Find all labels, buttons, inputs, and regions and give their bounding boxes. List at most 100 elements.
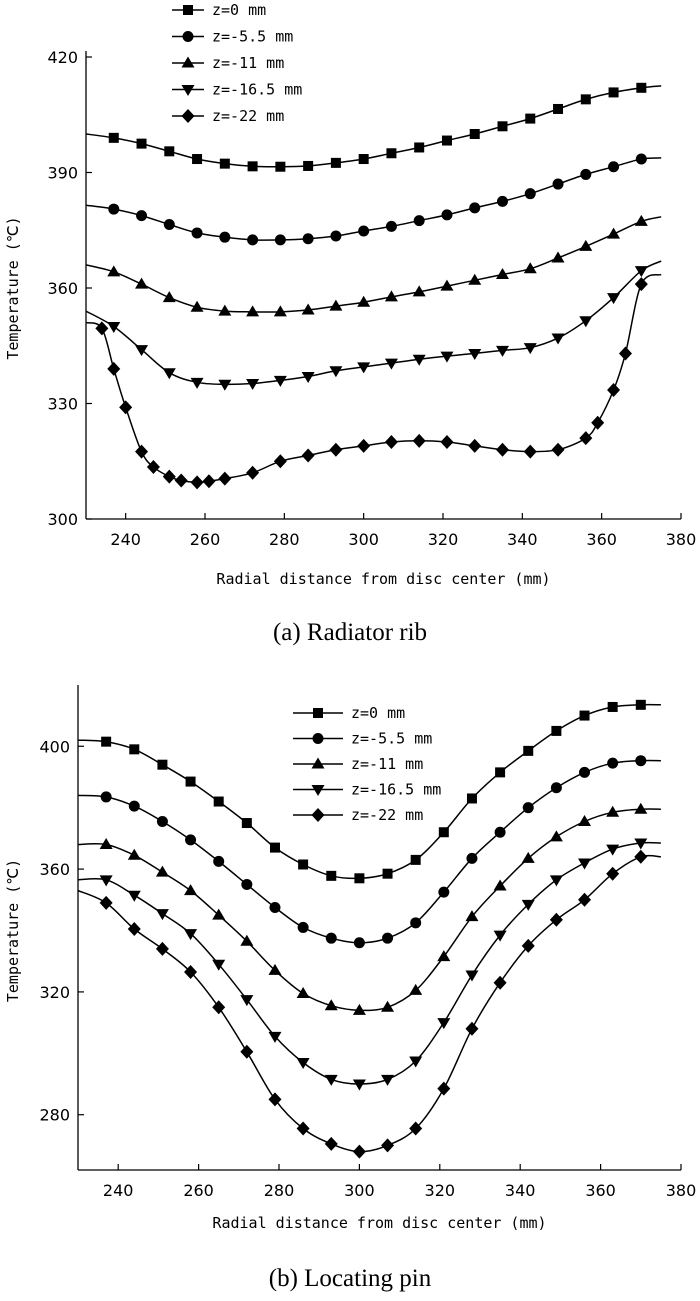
x-tick-label: 380 <box>666 1181 697 1200</box>
data-point <box>324 1136 338 1151</box>
data-point <box>634 838 648 850</box>
data-point <box>551 442 565 457</box>
data-point <box>579 710 590 721</box>
data-point <box>381 1138 395 1153</box>
legend-marker <box>313 708 323 718</box>
data-point <box>551 725 562 736</box>
chart-caption: (b) Locating pin <box>269 1265 432 1292</box>
y-tick-label: 360 <box>47 279 78 298</box>
data-point <box>549 912 563 927</box>
data-point <box>353 937 365 949</box>
legend-label: z=-11 mm <box>351 755 423 773</box>
data-point <box>497 195 508 207</box>
data-point <box>329 442 343 457</box>
legend-marker <box>182 31 194 42</box>
data-point <box>184 929 198 941</box>
x-tick-label: 340 <box>507 530 538 549</box>
series-line <box>86 85 662 168</box>
data-point <box>523 444 537 459</box>
data-point <box>303 160 314 171</box>
data-point <box>358 225 370 237</box>
data-point <box>352 1079 366 1091</box>
legend-label: z=0 mm <box>212 1 266 19</box>
data-point <box>618 346 632 361</box>
y-axis-label: Temperature (℃) <box>4 859 22 1002</box>
x-tick-label: 360 <box>586 530 617 549</box>
data-point <box>634 266 648 278</box>
data-point <box>438 886 450 898</box>
data-point <box>382 932 394 944</box>
data-point <box>466 793 477 804</box>
data-point <box>521 938 535 953</box>
series-4 <box>86 260 662 391</box>
data-point <box>550 782 562 794</box>
y-tick-label: 280 <box>39 1106 70 1125</box>
data-point <box>412 285 426 297</box>
legend-entry: z=-16.5 mm <box>293 781 441 799</box>
data-point <box>129 744 140 755</box>
legend-label: z=0 mm <box>351 704 405 722</box>
data-point <box>99 838 113 850</box>
data-point <box>212 908 226 920</box>
data-point <box>357 362 371 374</box>
data-point <box>302 233 314 245</box>
y-tick-label: 360 <box>39 860 70 879</box>
legend-label: z=-5.5 mm <box>212 28 293 46</box>
data-point <box>325 932 337 944</box>
data-point <box>468 273 482 285</box>
data-point <box>274 234 286 246</box>
legend-label: z=-16.5 mm <box>351 781 441 799</box>
data-point <box>330 230 342 242</box>
data-point <box>606 805 620 817</box>
data-point <box>358 154 369 165</box>
data-point <box>469 202 481 214</box>
chart-locating-pin: 240 260 280 300 320 340 360 380 280 320 360 400 Radi… <box>4 685 696 1292</box>
legend-marker <box>181 109 195 123</box>
data-point <box>136 138 147 149</box>
data-point <box>607 701 618 712</box>
data-point <box>634 849 648 864</box>
data-point <box>607 757 619 769</box>
data-point <box>119 400 133 415</box>
data-point <box>580 168 592 180</box>
data-point <box>412 433 426 448</box>
data-point <box>385 220 397 232</box>
data-point <box>95 321 109 336</box>
data-point <box>384 290 398 302</box>
data-point <box>184 884 198 896</box>
data-point <box>268 1031 282 1043</box>
data-point <box>213 855 225 867</box>
data-point <box>409 1056 423 1068</box>
legend-entry: z=-5.5 mm <box>293 730 432 748</box>
data-point <box>127 890 141 902</box>
data-point <box>162 368 176 380</box>
data-point <box>301 372 315 384</box>
legend-label: z=-11 mm <box>212 54 284 72</box>
data-point <box>496 442 509 457</box>
data-point <box>108 203 120 215</box>
x-axis-label: Radial distance from disc center (mm) <box>212 1214 546 1232</box>
x-tick-label: 240 <box>103 1181 134 1200</box>
data-point <box>414 142 425 153</box>
data-point <box>523 343 537 355</box>
x-tick-label: 300 <box>344 1181 375 1200</box>
data-point <box>497 121 508 132</box>
data-point <box>174 473 188 488</box>
series-3 <box>78 802 661 1015</box>
data-point <box>301 303 315 315</box>
y-tick-label: 300 <box>47 510 78 529</box>
x-tick-label: 260 <box>190 530 221 549</box>
data-point <box>409 983 423 995</box>
data-point <box>301 448 315 463</box>
data-point <box>493 879 507 891</box>
series-line <box>86 273 662 484</box>
data-point <box>190 300 204 312</box>
y-axis-label: Temperature (℃) <box>4 216 22 359</box>
data-point <box>607 293 621 305</box>
data-point <box>163 218 175 230</box>
data-point <box>146 460 160 475</box>
data-point <box>634 214 648 226</box>
data-point <box>162 291 176 303</box>
x-tick-label: 260 <box>183 1181 214 1200</box>
data-point <box>495 767 506 778</box>
